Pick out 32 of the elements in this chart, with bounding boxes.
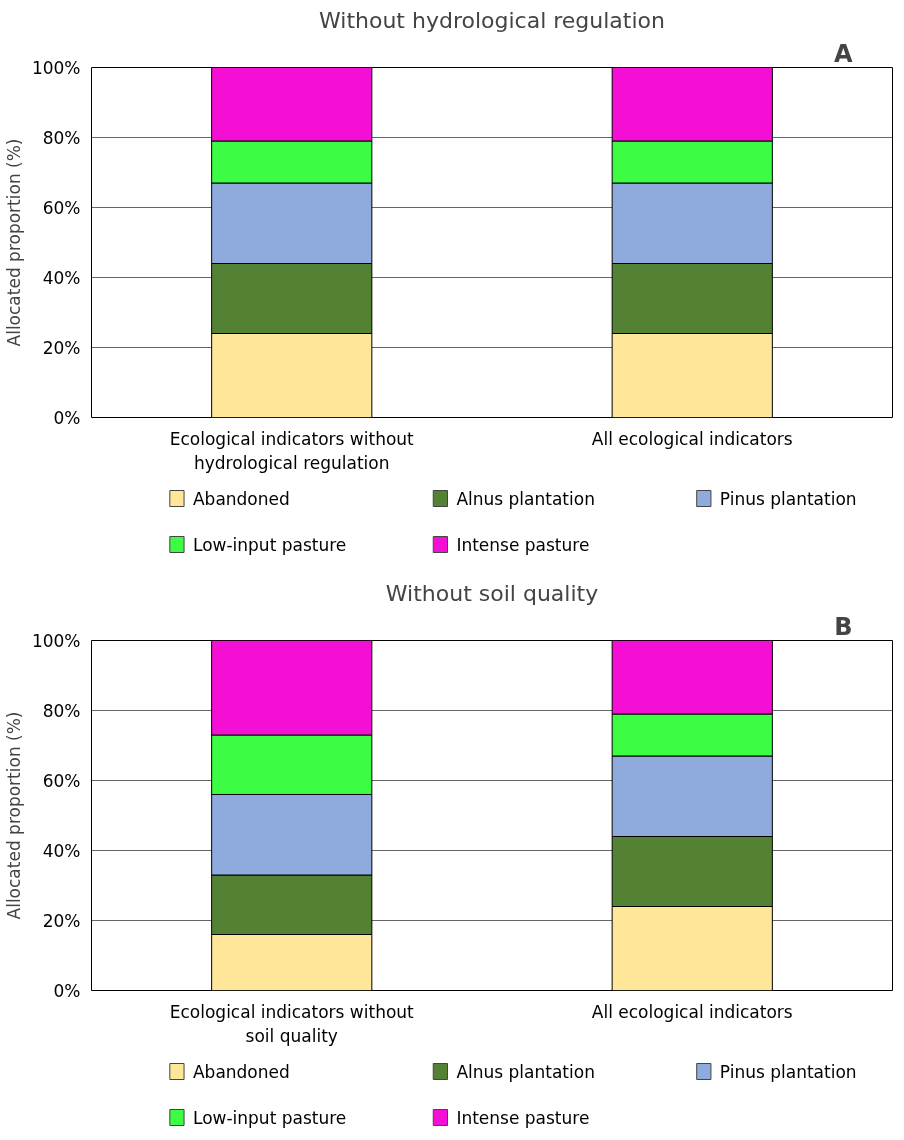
- annotation: B: [834, 612, 853, 641]
- y-tick-label: 40%: [42, 267, 81, 288]
- legend-label: Alnus plantation: [456, 488, 595, 509]
- legend-label: Pinus plantation: [719, 488, 857, 509]
- annotation: A: [833, 39, 853, 68]
- y-axis-title: Allocated proportion (%): [3, 711, 24, 920]
- y-tick-label: 20%: [42, 910, 81, 931]
- x-tick-label: All ecological indicators: [591, 428, 793, 449]
- x-tick-label: All ecological indicators: [591, 1001, 793, 1022]
- y-tick-label: 40%: [42, 840, 81, 861]
- legend-label: Pinus plantation: [719, 1061, 857, 1082]
- y-tick-label: 80%: [42, 127, 81, 148]
- x-tick-label: Ecological indicators without soil quality: [169, 1001, 415, 1046]
- y-tick-label: 80%: [42, 700, 81, 721]
- y-tick-label: 60%: [42, 197, 81, 218]
- chart-title: Without soil quality: [385, 580, 599, 606]
- legend-label: Abandoned: [192, 1061, 290, 1082]
- y-tick-label: 60%: [42, 770, 81, 791]
- legend-label: Abandoned: [192, 488, 290, 509]
- legend-label: Intense pasture: [456, 1107, 590, 1128]
- y-tick-label: 0%: [53, 980, 81, 1001]
- y-tick-label: 100%: [31, 57, 81, 78]
- x-tick-label: Ecological indicators without hydrological regulation: [169, 428, 415, 473]
- y-axis-title: Allocated proportion (%): [3, 138, 24, 347]
- y-tick-label: 0%: [53, 407, 81, 428]
- legend-label: Intense pasture: [456, 534, 590, 555]
- chart-title: Without hydrological regulation: [319, 7, 665, 33]
- y-tick-label: 20%: [42, 337, 81, 358]
- legend-label: Low-input pasture: [192, 534, 347, 555]
- legend-label: Low-input pasture: [192, 1107, 347, 1128]
- y-tick-label: 100%: [31, 630, 81, 651]
- legend-label: Alnus plantation: [456, 1061, 595, 1082]
